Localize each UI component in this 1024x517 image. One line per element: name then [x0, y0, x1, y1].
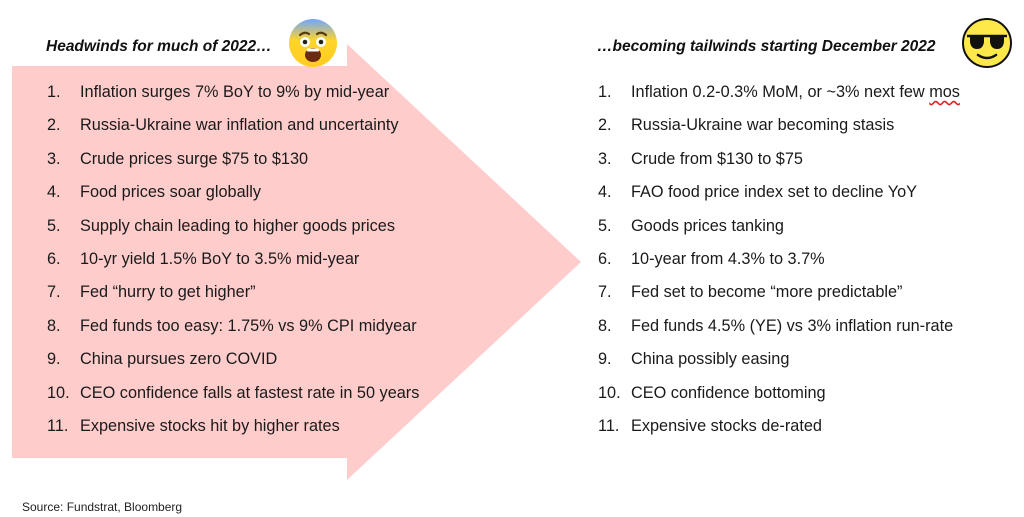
item-number: 9. [598, 350, 612, 369]
list-item: 2. Russia-Ukraine war inflation and uncer… [47, 113, 419, 146]
item-text: CEO confidence falls at fastest rate in … [80, 383, 420, 402]
list-item: 9. China possibly easing [598, 347, 960, 380]
spellcheck-underlined-word: mos [929, 83, 960, 101]
item-text: 10-yr yield 1.5% BoY to 3.5% mid-year [80, 249, 360, 268]
shocked-face-icon [289, 19, 337, 67]
item-text: Fed set to become “more predictable” [631, 283, 903, 302]
item-text: 10-year from 4.3% to 3.7% [631, 249, 825, 268]
item-number: 6. [47, 249, 61, 268]
item-number: 8. [598, 316, 612, 335]
list-item: 6. 10-year from 4.3% to 3.7% [598, 247, 960, 280]
list-item: 4. FAO food price index set to decline Yo… [598, 180, 960, 213]
item-number: 2. [47, 116, 61, 135]
item-number: 1. [47, 83, 61, 101]
item-text: Inflation 0.2-0.3% MoM, or ~3% next few … [631, 80, 960, 113]
item-text: Goods prices tanking [631, 216, 784, 235]
item-number: 6. [598, 249, 612, 268]
item-number: 3. [598, 149, 612, 168]
list-item: 11. Expensive stocks hit by higher rates [47, 414, 419, 447]
item-text: CEO confidence bottoming [631, 383, 826, 402]
item-text: Fed “hurry to get higher” [80, 283, 256, 302]
list-item: 1. Inflation surges 7% BoY to 9% by mid-y… [47, 80, 419, 113]
list-item: 5. Goods prices tanking [598, 214, 960, 247]
list-item: 8. Fed funds 4.5% (YE) vs 3% inflation ru… [598, 314, 960, 347]
list-item: 11. Expensive stocks de-rated [598, 414, 960, 447]
list-item: 2. Russia-Ukraine war becoming stasis [598, 113, 960, 146]
item-text: FAO food price index set to decline YoY [631, 183, 918, 202]
item-text: Inflation surges 7% BoY to 9% by mid-yea… [80, 83, 390, 101]
item-text: Russia-Ukraine war inflation and uncerta… [80, 116, 399, 135]
item-text: Fed funds too easy: 1.75% vs 9% CPI midy… [80, 316, 417, 335]
list-item: 3. Crude from $130 to $75 [598, 147, 960, 180]
item-text: Food prices soar globally [80, 183, 261, 202]
source-note: Source: Fundstrat, Bloomberg [22, 500, 183, 514]
item-text-main: Inflation 0.2-0.3% MoM, or ~3% next few [631, 83, 930, 101]
item-number: 4. [598, 183, 612, 202]
item-number: 11. [47, 416, 69, 435]
item-number: 5. [598, 216, 612, 235]
item-text: China possibly easing [631, 350, 790, 369]
item-number: 5. [47, 216, 61, 235]
tailwinds-heading: …becoming tailwinds starting December 20… [597, 38, 936, 55]
item-number: 4. [47, 183, 61, 202]
item-text: Crude from $130 to $75 [631, 149, 803, 168]
tailwinds-list: 1. Inflation 0.2-0.3% MoM, or ~3% next fe… [598, 80, 960, 447]
list-item: 8. Fed funds too easy: 1.75% vs 9% CPI mi… [47, 314, 419, 347]
headwinds-list: 1. Inflation surges 7% BoY to 9% by mid-y… [47, 80, 419, 447]
list-item: 5. Supply chain leading to higher goods p… [47, 214, 419, 247]
sunglasses-face-icon [962, 18, 1012, 68]
list-item: 4. Food prices soar globally [47, 180, 419, 213]
list-item: 6. 10-yr yield 1.5% BoY to 3.5% mid-year [47, 247, 419, 280]
item-number: 3. [47, 149, 61, 168]
item-number: 7. [47, 283, 61, 302]
list-item: 7. Fed set to become “more predictable” [598, 280, 960, 313]
item-number: 9. [47, 350, 61, 369]
item-text: Expensive stocks hit by higher rates [80, 416, 340, 435]
item-number: 2. [598, 116, 612, 135]
item-number: 8. [47, 316, 61, 335]
item-text: Expensive stocks de-rated [631, 416, 822, 435]
item-number: 11. [598, 416, 620, 435]
item-number: 1. [598, 83, 612, 101]
item-text: Crude prices surge $75 to $130 [80, 149, 309, 168]
item-number: 10. [47, 383, 70, 402]
item-text: Supply chain leading to higher goods pri… [80, 216, 395, 235]
list-item: 9. China pursues zero COVID [47, 347, 419, 380]
headwinds-heading: Headwinds for much of 2022… [46, 38, 272, 55]
list-item: 10. CEO confidence falls at fastest rate … [47, 381, 419, 414]
item-text: Russia-Ukraine war becoming stasis [631, 116, 895, 135]
item-number: 10. [598, 383, 621, 402]
list-item: 1. Inflation 0.2-0.3% MoM, or ~3% next fe… [598, 80, 960, 113]
item-number: 7. [598, 283, 612, 302]
item-text: Fed funds 4.5% (YE) vs 3% inflation run-… [631, 316, 954, 335]
list-item: 3. Crude prices surge $75 to $130 [47, 147, 419, 180]
list-item: 10. CEO confidence bottoming [598, 381, 960, 414]
list-item: 7. Fed “hurry to get higher” [47, 280, 419, 313]
item-text: China pursues zero COVID [80, 350, 278, 369]
